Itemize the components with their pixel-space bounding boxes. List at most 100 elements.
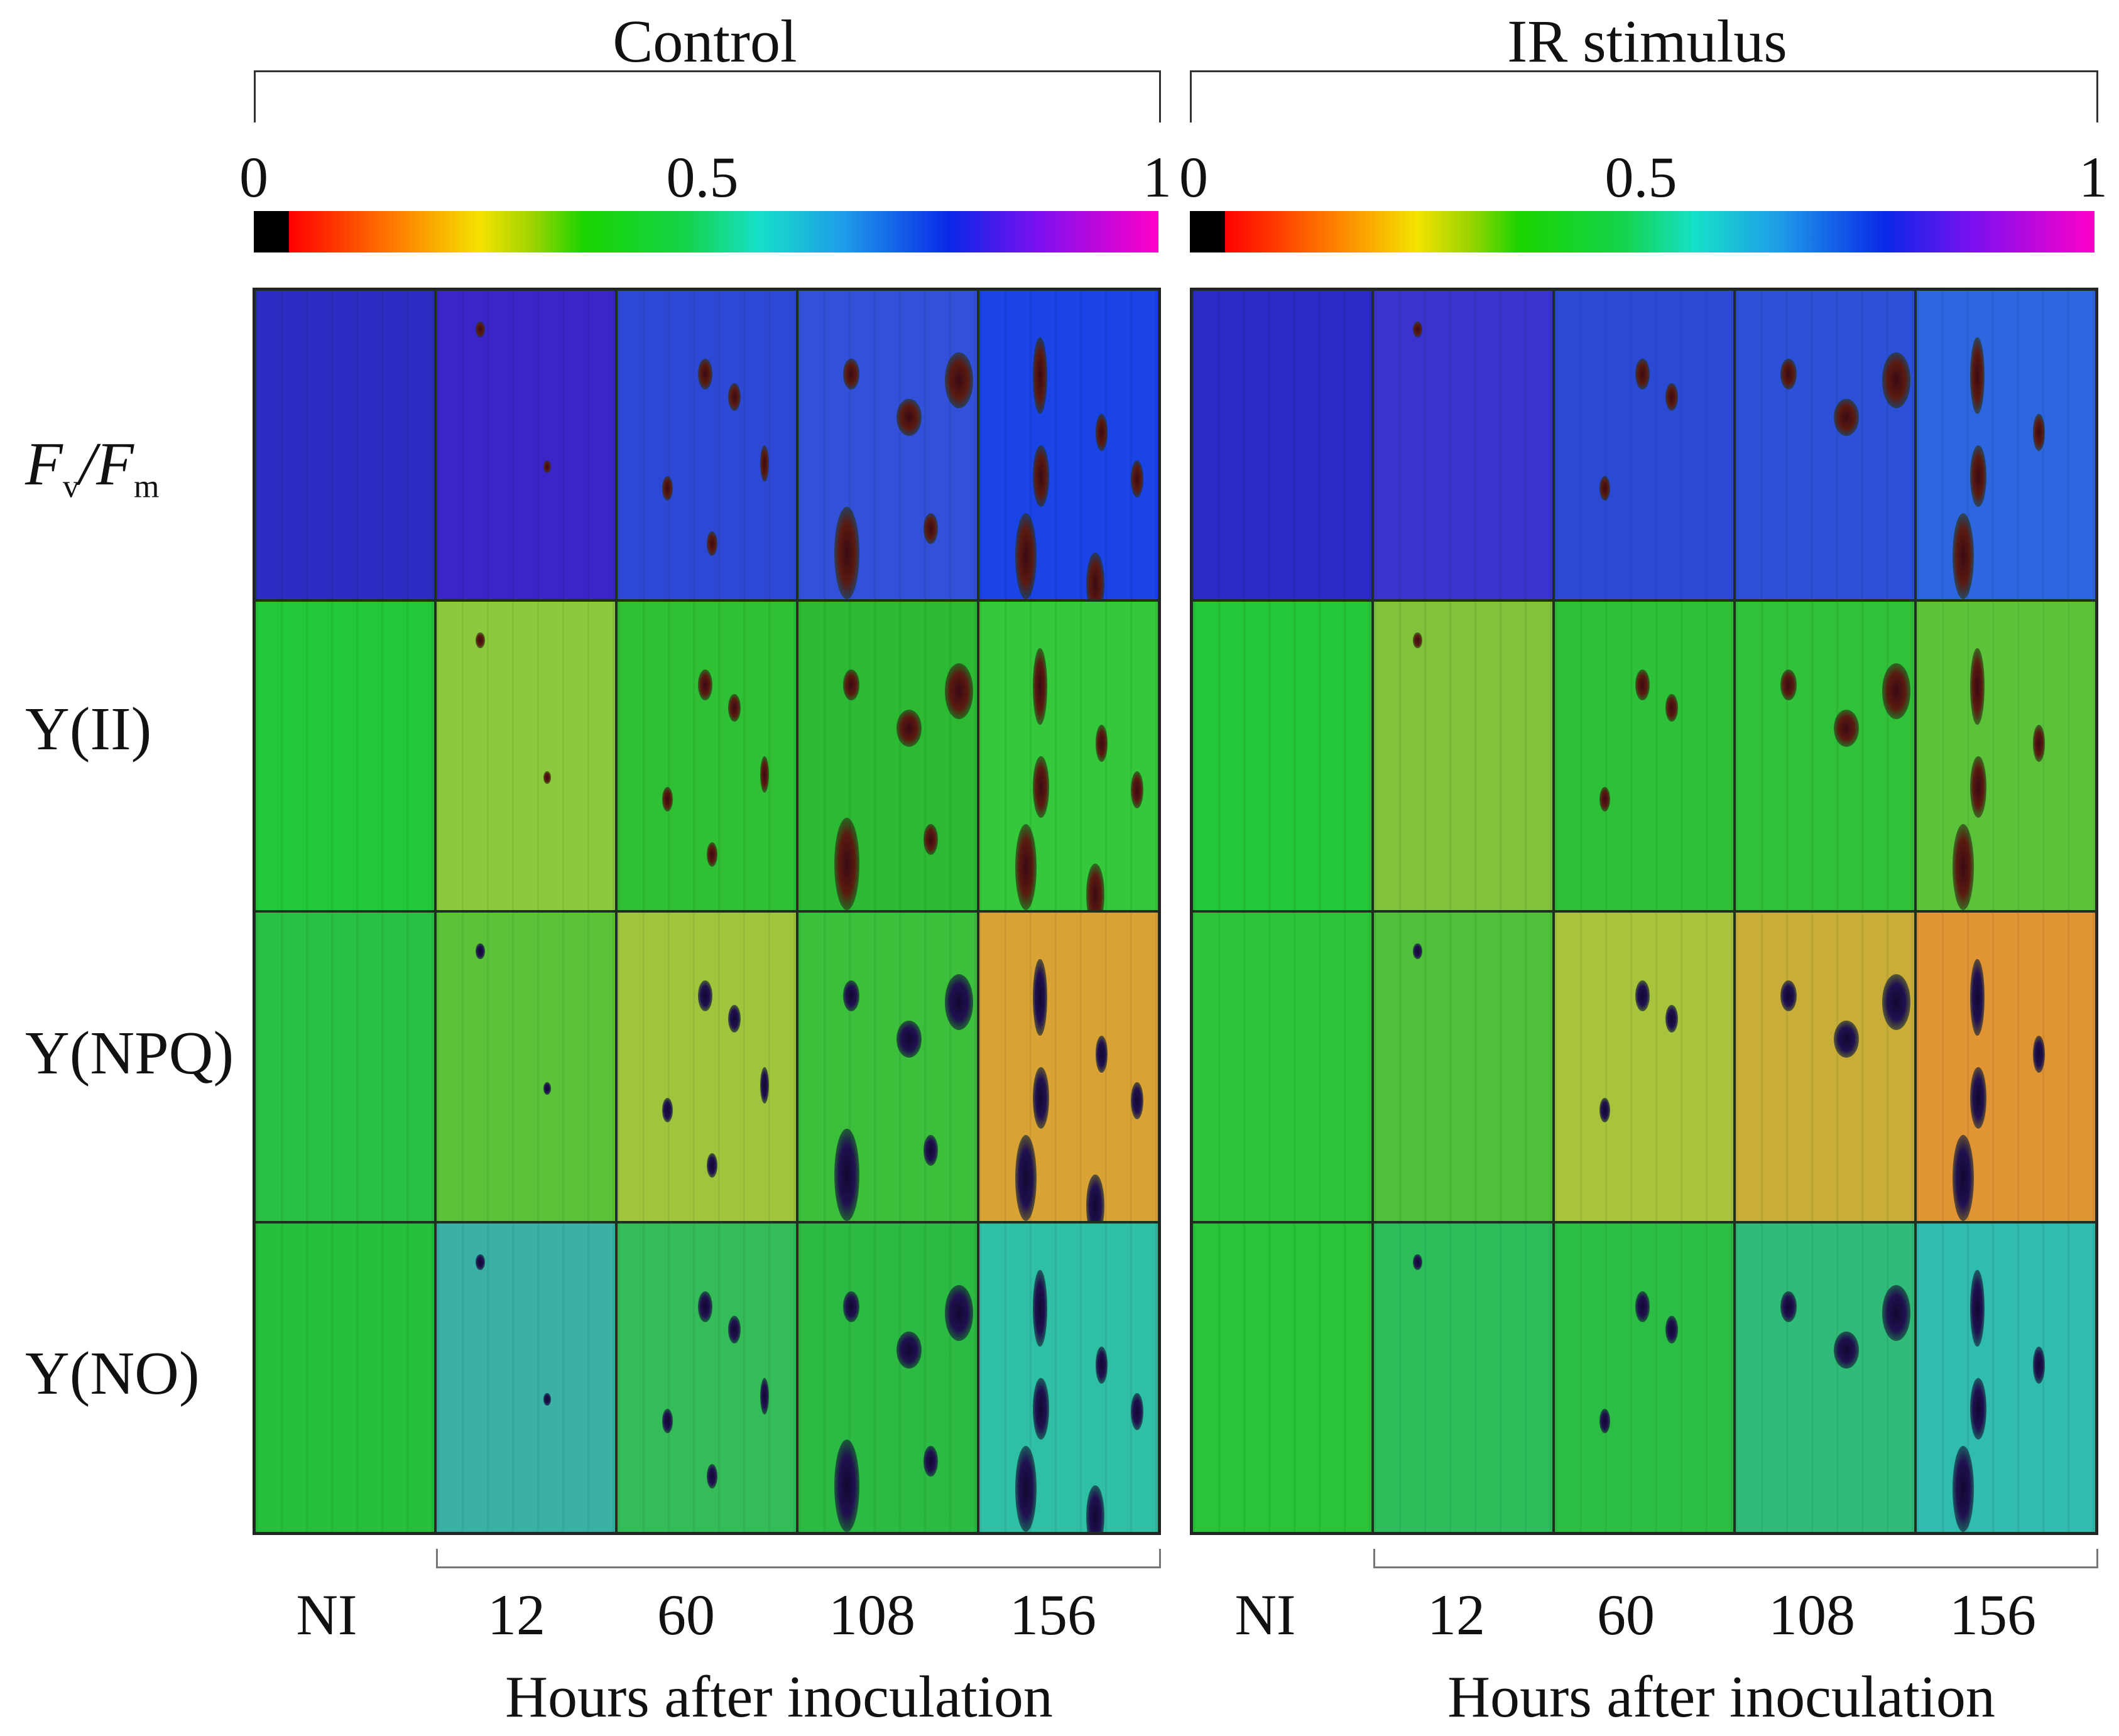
lesion-spot [728,1005,741,1033]
lesion-spot [543,771,551,784]
lesion-spot [1033,1066,1049,1129]
colorbar-mid-label: 0.5 [666,145,739,209]
col-label-156-ir: 156 [1949,1583,2036,1647]
row-label-ynpq: Y(NPQ) [25,1019,234,1087]
lesion-spot [1834,398,1859,436]
lesion-spot [944,1285,974,1341]
lesion-spot [843,359,859,390]
image-tile-r1-c0 [1192,600,1373,911]
lesion-spot [1882,1285,1911,1341]
lesion-spot [1086,864,1104,910]
image-tile-r1-c2 [616,600,797,911]
lesion-spot [2032,414,2045,452]
lesion-spot [1834,1331,1859,1369]
lesion-spot [697,980,712,1012]
image-tile-r3-c3 [1735,1222,1915,1533]
lesion-spot [923,513,938,544]
lesion-spot [1599,475,1611,501]
colorbar-min-label: 0 [239,145,268,209]
lesion-spot [1095,1347,1108,1384]
lesion-spot [1780,1291,1797,1323]
lesion-spot [1780,670,1797,701]
lesion-spot [760,445,770,482]
lesion-spot [1086,1485,1104,1532]
x-axis-label-ir: Hours after inoculation [1447,1664,1995,1730]
image-tile-r3-c1 [1373,1222,1554,1533]
lesion-spot [1970,1377,1986,1440]
lesion-spot [1131,460,1144,497]
image-grid-control [253,288,1161,1535]
lesion-spot [1834,709,1859,747]
lesion-spot [662,786,673,811]
lesion-spot [1970,958,1985,1036]
image-tile-r0-c2 [616,290,797,600]
image-tile-r0-c0 [254,290,435,600]
col-label-60: 60 [657,1583,715,1647]
lesion-spot [728,1316,741,1344]
lesion-spot [760,756,770,793]
lesion-spot [476,632,485,648]
lesion-spot [1086,1175,1104,1221]
lesion-spot [923,823,938,855]
colorbar-zero-block-ir [1190,211,1225,252]
image-tile-r0-c4 [1915,290,2096,600]
lesion-spot [1015,513,1037,599]
row-label-fvfm: Fv/Fm [25,430,160,505]
lesion-spot [697,670,712,701]
col-label-108-ir: 108 [1768,1583,1855,1647]
lesion-spot [662,1408,673,1433]
row-label-yno: Y(NO) [25,1340,200,1408]
image-tile-r1-c1 [435,600,616,911]
lesion-spot [1131,1082,1144,1119]
lesion-spot [1095,414,1108,452]
image-tile-r3-c3 [797,1222,978,1533]
lesion-spot [476,1254,485,1270]
lesion-spot [834,1128,859,1221]
lesion-spot [1033,337,1047,415]
image-tile-r2-c1 [435,911,616,1222]
image-tile-r2-c3 [797,911,978,1222]
lesion-spot [896,398,922,436]
lesion-spot [1952,1445,1974,1532]
image-tile-r1-c3 [797,600,978,911]
lesion-spot [843,1291,859,1323]
lesion-spot [1635,670,1650,701]
lesion-spot [1413,322,1422,337]
lesion-spot [1635,980,1650,1012]
image-grid-ir [1190,288,2098,1535]
lesion-spot [476,943,485,959]
image-tile-r2-c4 [1915,911,2096,1222]
lesion-spot [944,974,974,1030]
lesion-spot [1970,1066,1986,1129]
lesion-spot [1413,632,1422,648]
lesion-spot [1882,352,1911,408]
lesion-spot [1599,1097,1611,1122]
lesion-spot [1095,725,1108,762]
lesion-spot [843,670,859,701]
lesion-spot [662,1097,673,1122]
lesion-spot [1952,513,1974,599]
image-tile-r0-c3 [797,290,978,600]
colorbar-ir [1190,211,2094,252]
lesion-spot [1970,648,1985,725]
lesion-spot [728,383,741,411]
col-label-108: 108 [829,1583,915,1647]
lesion-spot [1015,823,1037,910]
image-tile-r2-c4 [978,911,1159,1222]
lesion-spot [728,694,741,722]
image-tile-r2-c0 [254,911,435,1222]
lesion-spot [1033,445,1049,507]
lesion-spot [697,1291,712,1323]
lesion-spot [944,352,974,408]
image-tile-r3-c1 [435,1222,616,1533]
image-tile-r3-c4 [978,1222,1159,1533]
colorbar-zero-block [254,211,289,252]
lesion-spot [1665,694,1678,722]
image-tile-r0-c1 [435,290,616,600]
image-tile-r3-c0 [254,1222,435,1533]
lesion-spot [760,1066,770,1104]
lesion-spot [543,1393,551,1406]
image-tile-r2-c3 [1735,911,1915,1222]
lesion-spot [1780,359,1797,390]
image-tile-r0-c2 [1554,290,1735,600]
